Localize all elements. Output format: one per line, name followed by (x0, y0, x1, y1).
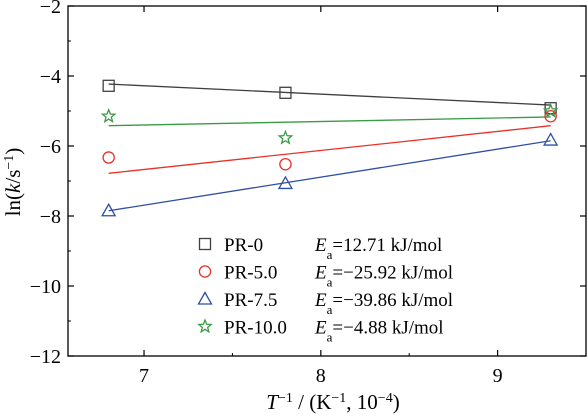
data-point-pr-7-5 (543, 132, 559, 146)
legend-marker (197, 291, 213, 305)
legend-series-name: PR-10.0 (224, 318, 287, 339)
x-tick-label: 9 (493, 365, 503, 387)
fit-line-pr-7-5 (108, 140, 551, 212)
y-tick-label: −6 (40, 136, 61, 158)
data-point-pr-10-0 (542, 102, 559, 118)
legend-activation-energy: Ea=−39.86 kJ/mol (314, 290, 453, 317)
data-point-pr-7-5 (101, 202, 117, 217)
fit-lines (108, 83, 551, 212)
data-markers (100, 79, 559, 217)
data-point-pr-10-0 (100, 107, 117, 123)
fit-line-pr-0 (108, 83, 551, 106)
axes: 7 8 9 −12 −10 −8 −6 −4 −2 (30, 0, 587, 387)
legend-marker (198, 237, 212, 251)
data-point-pr-0 (102, 79, 115, 92)
y-tick-label: −2 (40, 0, 61, 18)
x-tick-label: 8 (316, 365, 326, 387)
legend-activation-energy: Ea=−4.88 kJ/mol (314, 318, 444, 345)
data-point-pr-10-0 (277, 129, 294, 145)
legend-series-name: PR-5.0 (224, 263, 277, 284)
fit-line-pr-10-0 (108, 116, 551, 127)
y-tick-label: −8 (40, 206, 61, 228)
data-point-pr-7-5 (277, 175, 294, 190)
legend-marker (198, 265, 212, 278)
data-point-pr-5-0 (544, 110, 557, 123)
x-tick-label: 7 (139, 365, 149, 387)
legend-activation-energy: Ea=12.71 kJ/mol (314, 235, 442, 262)
y-tick-label: −10 (30, 276, 61, 298)
y-tick-label: −4 (40, 66, 61, 88)
data-point-pr-0 (279, 86, 292, 99)
legend-series-name: PR-7.5 (224, 290, 277, 311)
y-tick-label: −12 (30, 346, 61, 368)
legend-activation-energy: Ea=−25.92 kJ/mol (314, 263, 453, 290)
fit-line-pr-5-0 (108, 125, 551, 174)
legend: PR-0 Ea=12.71 kJ/mol PR-5.0 Ea=−25.92 kJ/mo… (197, 235, 453, 345)
x-axis-label: T−1 / (K−1, 10−4) (266, 390, 399, 414)
axis-labels: T−1 / (K−1, 10−4) ln(k/s−1) (1, 148, 400, 414)
data-point-pr-5-0 (279, 157, 292, 171)
y-axis-label: ln(k/s−1) (1, 148, 25, 217)
legend-marker (197, 318, 213, 334)
legend-series-name: PR-0 (224, 235, 263, 256)
data-point-pr-5-0 (102, 151, 115, 164)
